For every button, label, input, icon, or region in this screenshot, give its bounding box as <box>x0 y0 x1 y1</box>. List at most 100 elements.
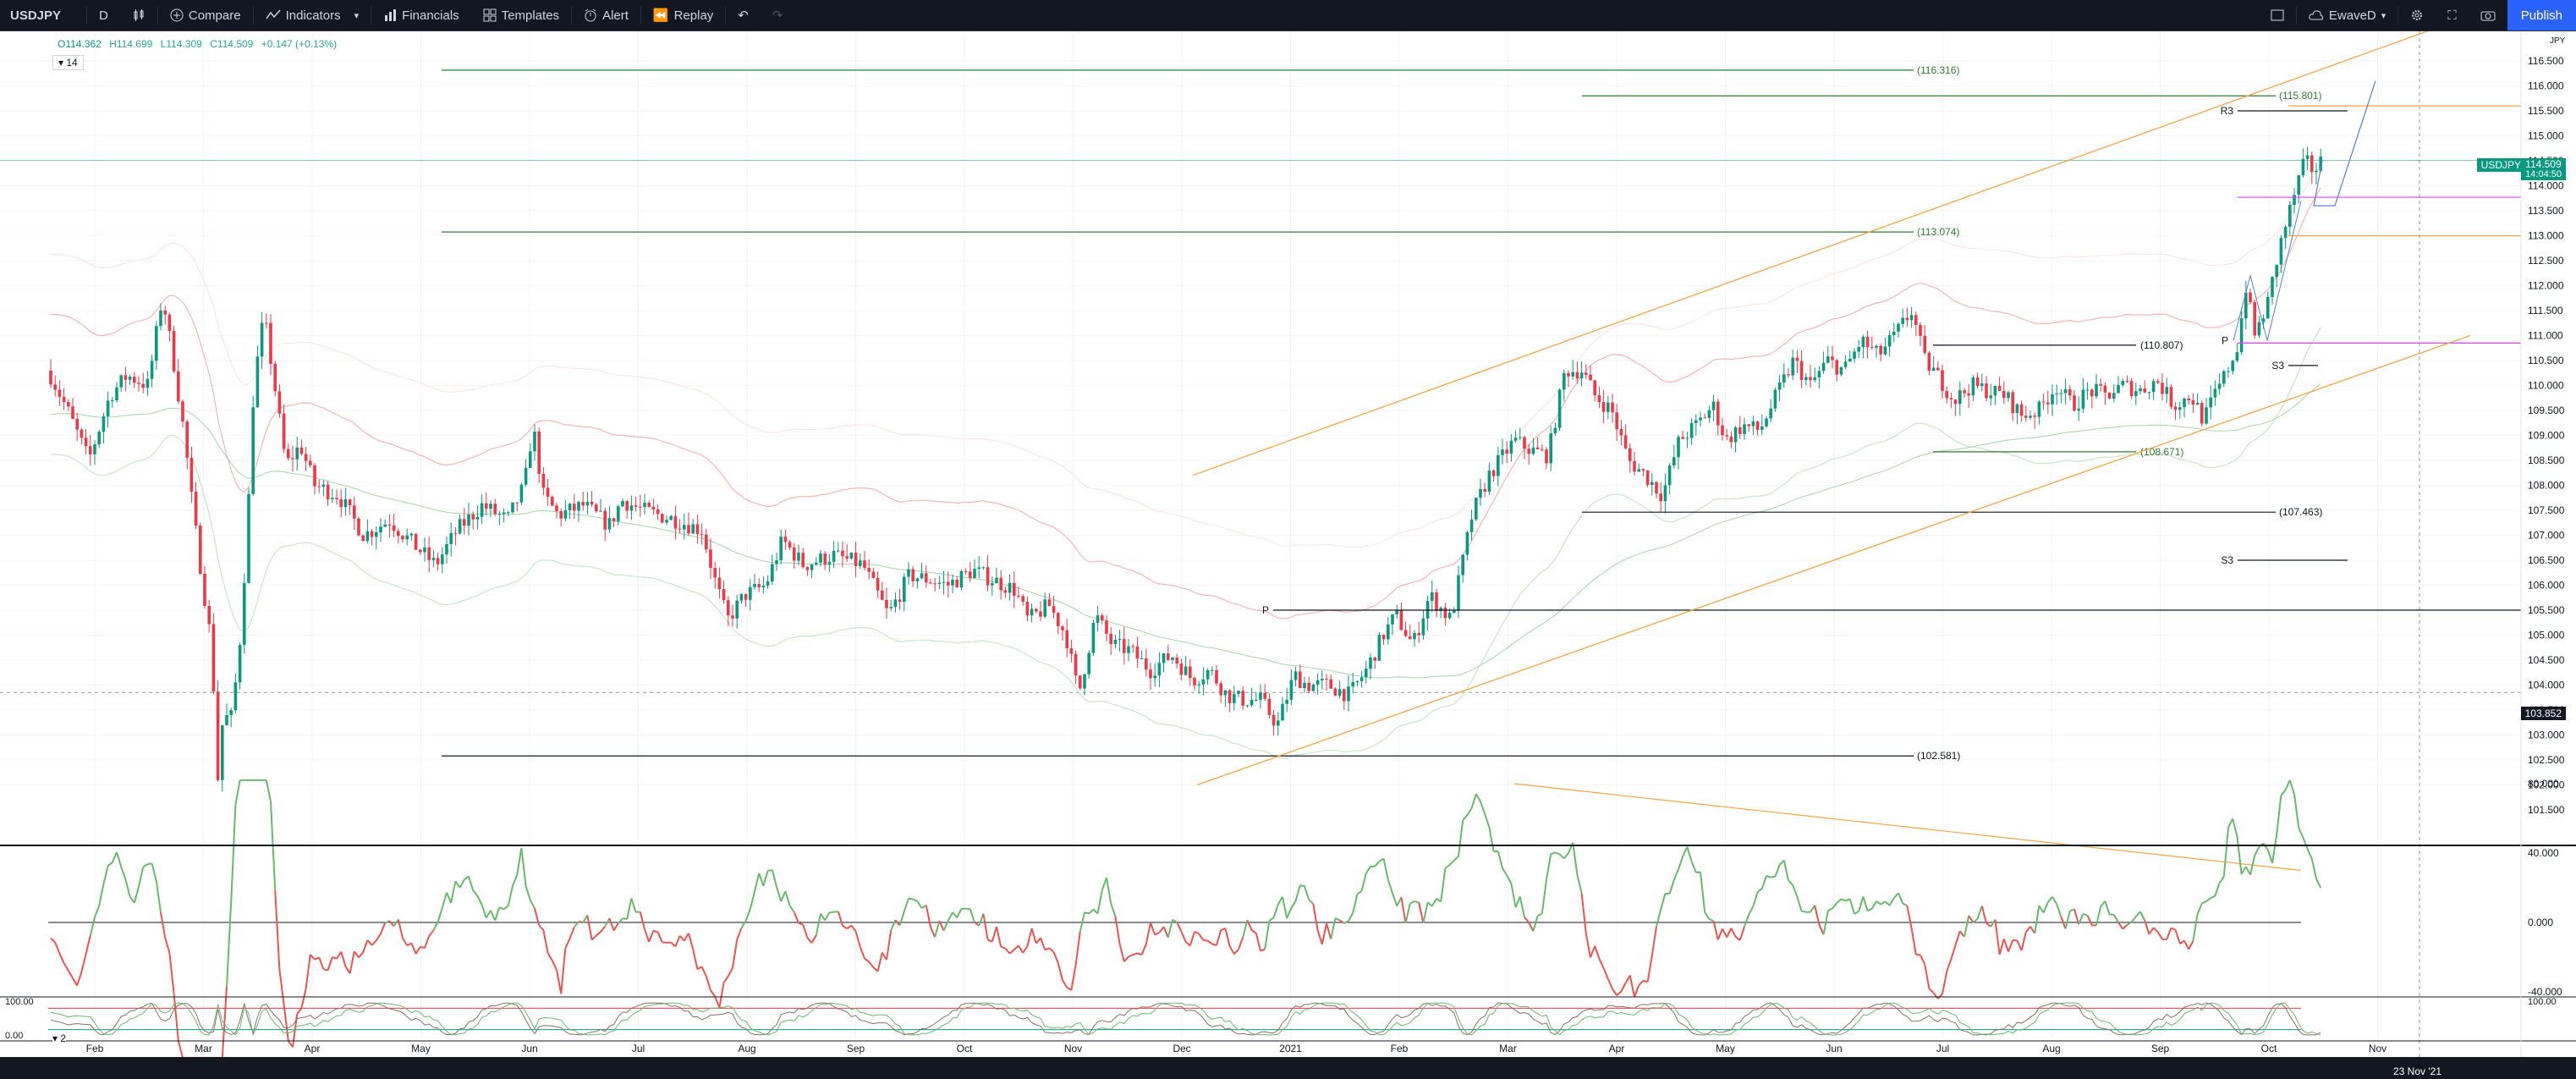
candle-body <box>388 525 392 526</box>
sub-indicator-legend-toggle[interactable]: ▾ 2 <box>52 1032 66 1044</box>
time-axis-label: Mar <box>1499 1043 1517 1054</box>
price-axis-label: 101.500 <box>2528 804 2565 816</box>
compare-button[interactable]: Compare <box>158 0 253 30</box>
candle-body <box>1602 402 1606 412</box>
layout-button[interactable]: EwaveD ▾ <box>2297 0 2397 30</box>
price-axis-label: 113.000 <box>2528 230 2564 242</box>
candle-body <box>251 407 255 494</box>
rsi-segment <box>1511 884 1515 907</box>
candle-body <box>1246 705 1250 706</box>
candle-body <box>1312 685 1315 691</box>
candle-body <box>1479 489 1482 498</box>
snapshot-button[interactable] <box>2469 0 2507 30</box>
price-axis-label: 109.500 <box>2528 405 2565 416</box>
time-axis-label: Nov <box>2369 1043 2387 1054</box>
rsi-segment <box>429 930 433 936</box>
candle-body <box>947 582 950 586</box>
symbol-search[interactable]: USDJPY <box>0 0 86 30</box>
publish-button[interactable]: Publish <box>2507 0 2576 30</box>
candle-body <box>1237 691 1240 694</box>
rsi-segment <box>816 914 821 936</box>
candle-body <box>2016 405 2019 413</box>
candle-body <box>2231 361 2234 371</box>
candle-body <box>520 485 524 503</box>
candle-body <box>533 432 536 451</box>
rsi-segment <box>1828 909 1832 911</box>
rsi-segment <box>966 909 970 910</box>
rsi-segment <box>2083 914 2087 916</box>
financials-button[interactable]: Financials <box>371 0 471 30</box>
chevron-down-icon[interactable]: ▾ <box>354 10 360 21</box>
candle-body <box>2227 371 2230 372</box>
chart-canvas[interactable]: (116.316)(115.801)(113.074)(110.807)(108… <box>0 31 2576 1057</box>
rsi-segment <box>1124 956 1129 961</box>
rsi-axis-label: 40.000 <box>2528 847 2559 859</box>
rsi-segment <box>1335 918 1339 920</box>
fullscreen-toggle[interactable] <box>2259 0 2296 30</box>
candle-body <box>876 578 880 591</box>
candle-body <box>361 536 365 542</box>
rsi-segment <box>1731 928 1735 937</box>
rsi-segment <box>2264 844 2268 851</box>
rsi-segment <box>1850 899 1854 914</box>
time-axis-label: Sep <box>847 1043 865 1054</box>
interval-button[interactable]: D <box>87 0 120 30</box>
rsi-segment <box>139 867 143 887</box>
candle-body <box>581 502 585 505</box>
redo-button[interactable]: ↷ <box>761 0 795 30</box>
rsi-segment <box>135 887 139 903</box>
candle-body <box>872 572 876 578</box>
candle-type-button[interactable] <box>120 0 157 30</box>
candle-body <box>2192 400 2195 405</box>
rsi-segment <box>2233 818 2237 836</box>
candle-body <box>845 556 849 559</box>
candle-body <box>1615 412 1618 429</box>
candle-body <box>1664 485 1667 501</box>
rsi-segment <box>1278 897 1283 905</box>
alert-button[interactable]: Alert <box>572 0 640 30</box>
candlestick-series <box>49 146 2322 791</box>
candle-body <box>1158 663 1162 675</box>
rsi-segment <box>1195 932 1199 933</box>
rsi-segment <box>1388 879 1392 893</box>
candle-body <box>863 560 866 568</box>
rsi-segment <box>869 962 873 968</box>
time-axis-label: May <box>1716 1043 1735 1054</box>
indicator-legend-toggle[interactable]: ▾ 14 <box>52 55 84 70</box>
replay-button[interactable]: ⏪ Replay <box>641 0 725 30</box>
templates-button[interactable]: Templates <box>471 0 571 30</box>
rsi-segment <box>1577 874 1581 893</box>
candle-body <box>1149 669 1152 678</box>
rsi-segment <box>495 907 499 921</box>
rsi-segment <box>227 902 231 987</box>
indicators-label: Indicators <box>286 8 341 23</box>
candle-body <box>239 645 242 682</box>
rsi-segment <box>2193 914 2197 941</box>
expand-button[interactable]: ⛶ <box>2436 0 2469 30</box>
candle-body <box>1967 394 1970 396</box>
candle-body <box>71 406 74 419</box>
price-axis-label: 108.500 <box>2528 454 2565 466</box>
settings-button[interactable] <box>2398 0 2436 30</box>
candle-body <box>89 446 92 454</box>
indicators-button[interactable]: Indicators ▾ <box>254 0 371 30</box>
rsi-segment <box>750 892 755 910</box>
candle-body <box>2029 416 2032 418</box>
rsi-segment <box>482 905 486 917</box>
undo-button[interactable]: ↶ <box>726 0 761 30</box>
candle-body <box>1633 461 1636 471</box>
price-axis-label: 106.000 <box>2528 580 2565 592</box>
rsi-segment <box>1498 851 1502 868</box>
rsi-segment <box>715 996 719 1007</box>
candle-body <box>1387 625 1390 640</box>
rsi-segment <box>2154 928 2158 932</box>
candle-body <box>1233 694 1236 703</box>
candle-body <box>1738 427 1742 434</box>
chart-area[interactable]: (116.316)(115.801)(113.074)(110.807)(108… <box>0 31 2576 1057</box>
rsi-segment <box>152 863 157 881</box>
rsi-segment <box>1590 946 1595 958</box>
candle-body <box>471 515 475 520</box>
candle-body <box>423 548 426 553</box>
candle-body <box>718 578 722 589</box>
candle-body <box>349 499 352 505</box>
